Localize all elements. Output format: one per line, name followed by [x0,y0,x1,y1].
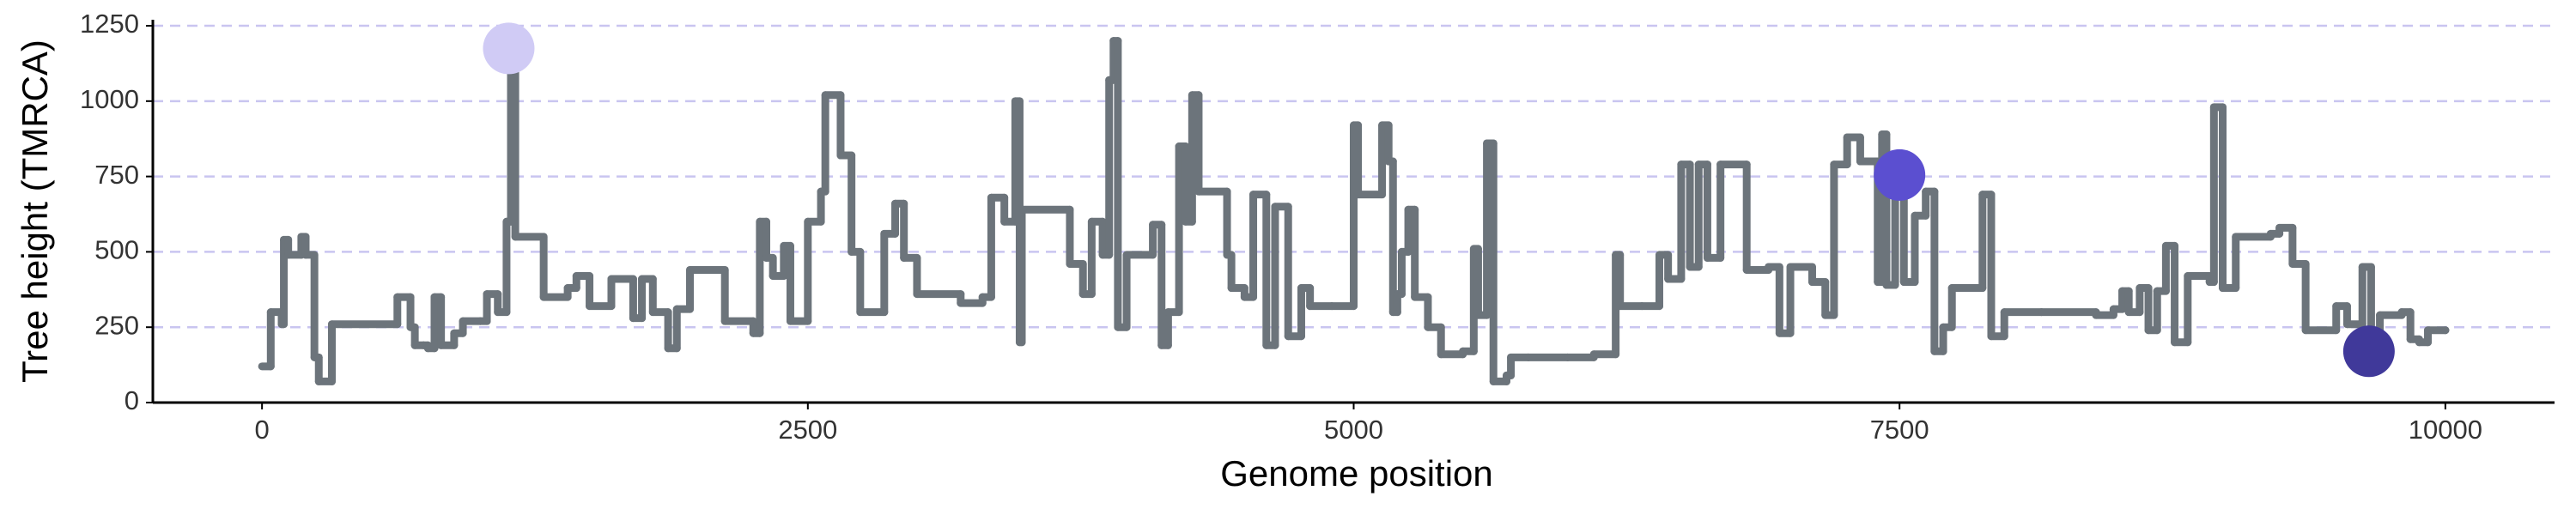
y-tick-label: 1250 [80,9,139,39]
y-tick-label: 0 [125,385,139,415]
x-tick-label: 0 [255,415,270,445]
y-tick-label: 750 [94,160,139,190]
x-axis-title: Genome position [1220,453,1493,494]
x-tick-label: 2500 [778,415,837,445]
highlight-point [483,22,535,75]
highlight-point [2342,325,2395,378]
x-tick-label: 10000 [2409,415,2482,445]
x-tick-label: 7500 [1870,415,1929,445]
y-tick-label: 1000 [80,84,139,114]
highlight-point [1874,148,1926,201]
y-tick-label: 250 [94,310,139,340]
y-axis-title: Tree height (TMRCA) [15,39,55,383]
y-tick-label: 500 [94,235,139,265]
x-tick-label: 5000 [1324,415,1383,445]
